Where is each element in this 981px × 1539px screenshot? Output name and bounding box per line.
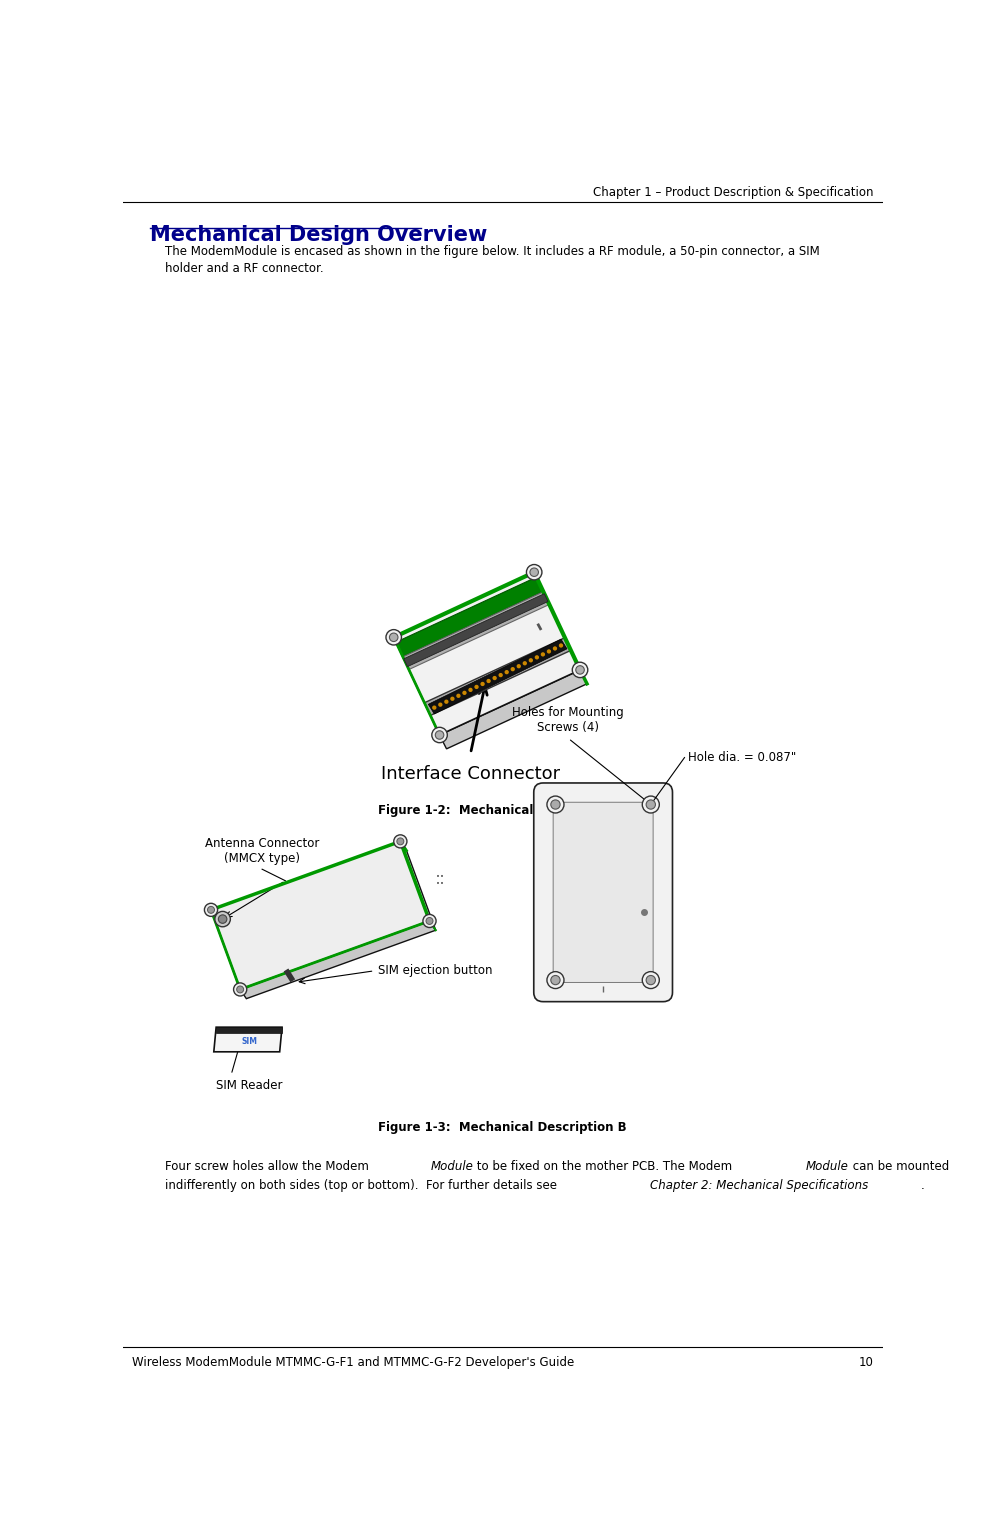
Polygon shape: [429, 639, 567, 714]
Circle shape: [530, 568, 539, 577]
Circle shape: [546, 649, 551, 654]
Circle shape: [233, 983, 247, 996]
Circle shape: [527, 565, 542, 580]
Circle shape: [481, 682, 485, 686]
Circle shape: [529, 659, 533, 662]
Circle shape: [550, 976, 560, 985]
Text: Hole dia. = 0.087": Hole dia. = 0.087": [689, 751, 797, 763]
Circle shape: [547, 971, 564, 988]
Circle shape: [517, 663, 521, 668]
Circle shape: [541, 653, 545, 657]
Polygon shape: [396, 577, 543, 657]
Text: Figure 1-2:  Mechanical Description A: Figure 1-2: Mechanical Description A: [379, 803, 627, 817]
Polygon shape: [403, 593, 549, 669]
FancyBboxPatch shape: [553, 802, 653, 982]
Circle shape: [550, 800, 560, 810]
Circle shape: [576, 666, 585, 674]
Text: holder and a RF connector.: holder and a RF connector.: [165, 262, 324, 274]
Circle shape: [432, 728, 447, 743]
Circle shape: [389, 633, 398, 642]
Text: Wireless ModemModule MTMMC-G-F1 and MTMMC-G-F2 Developer's Guide: Wireless ModemModule MTMMC-G-F1 and MTMM…: [131, 1356, 574, 1368]
Circle shape: [646, 976, 655, 985]
Circle shape: [492, 676, 496, 680]
Circle shape: [510, 666, 515, 671]
Text: Module: Module: [431, 1159, 473, 1173]
Circle shape: [439, 702, 442, 706]
Circle shape: [386, 629, 401, 645]
Circle shape: [444, 700, 448, 703]
Circle shape: [559, 643, 563, 648]
Circle shape: [462, 691, 467, 696]
Circle shape: [535, 656, 539, 660]
Polygon shape: [393, 573, 580, 736]
Circle shape: [215, 911, 231, 926]
Text: Antenna Connector
(MMCX type): Antenna Connector (MMCX type): [205, 837, 319, 865]
Circle shape: [397, 837, 404, 845]
Text: Mechanical Design Overview: Mechanical Design Overview: [150, 225, 487, 245]
Polygon shape: [535, 573, 587, 683]
Polygon shape: [216, 1027, 282, 1033]
Polygon shape: [439, 669, 587, 749]
Polygon shape: [240, 920, 436, 999]
Text: .: .: [921, 1179, 925, 1191]
Text: Chapter 1 – Product Description & Specification: Chapter 1 – Product Description & Specif…: [594, 186, 874, 199]
Text: ••: ••: [437, 880, 444, 886]
Circle shape: [643, 796, 659, 813]
Circle shape: [423, 914, 437, 928]
Circle shape: [436, 731, 443, 739]
Circle shape: [553, 646, 557, 651]
Text: SIM Reader: SIM Reader: [216, 1079, 283, 1091]
Circle shape: [646, 800, 655, 810]
Text: can be mounted: can be mounted: [849, 1159, 949, 1173]
Circle shape: [475, 685, 479, 689]
Circle shape: [204, 903, 218, 916]
Text: SIM: SIM: [241, 1037, 257, 1047]
Circle shape: [487, 679, 490, 683]
Circle shape: [236, 986, 243, 993]
FancyBboxPatch shape: [534, 783, 673, 1002]
Text: indifferently on both sides (top or bottom).  For further details see: indifferently on both sides (top or bott…: [165, 1179, 561, 1191]
Polygon shape: [404, 594, 548, 666]
Text: The ModemModule is encased as shown in the figure below. It includes a RF module: The ModemModule is encased as shown in t…: [165, 245, 820, 257]
Circle shape: [219, 914, 227, 923]
Circle shape: [393, 834, 407, 848]
Polygon shape: [211, 842, 430, 990]
Circle shape: [426, 917, 433, 925]
Circle shape: [498, 673, 503, 677]
Text: to be fixed on the mother PCB. The Modem: to be fixed on the mother PCB. The Modem: [473, 1159, 732, 1173]
Circle shape: [468, 688, 473, 693]
Circle shape: [433, 705, 437, 709]
Text: ••: ••: [437, 874, 444, 880]
Circle shape: [208, 906, 215, 913]
Circle shape: [456, 694, 461, 699]
Text: SIM ejection button: SIM ejection button: [379, 965, 492, 977]
Circle shape: [547, 796, 564, 813]
Circle shape: [450, 697, 454, 700]
Circle shape: [643, 971, 659, 988]
Text: Module: Module: [806, 1159, 849, 1173]
Text: Interface Connector: Interface Connector: [381, 765, 560, 783]
Text: 10: 10: [858, 1356, 874, 1368]
Circle shape: [523, 662, 527, 665]
Circle shape: [572, 662, 588, 677]
Text: Holes for Mounting
Screws (4): Holes for Mounting Screws (4): [512, 706, 624, 734]
Polygon shape: [214, 1027, 282, 1051]
Circle shape: [504, 669, 509, 674]
Polygon shape: [400, 842, 436, 930]
Text: Four screw holes allow the Modem: Four screw holes allow the Modem: [165, 1159, 369, 1173]
Polygon shape: [425, 637, 571, 716]
Text: Figure 1-3:  Mechanical Description B: Figure 1-3: Mechanical Description B: [379, 1120, 627, 1134]
Text: Chapter 2: Mechanical Specifications: Chapter 2: Mechanical Specifications: [649, 1179, 868, 1191]
